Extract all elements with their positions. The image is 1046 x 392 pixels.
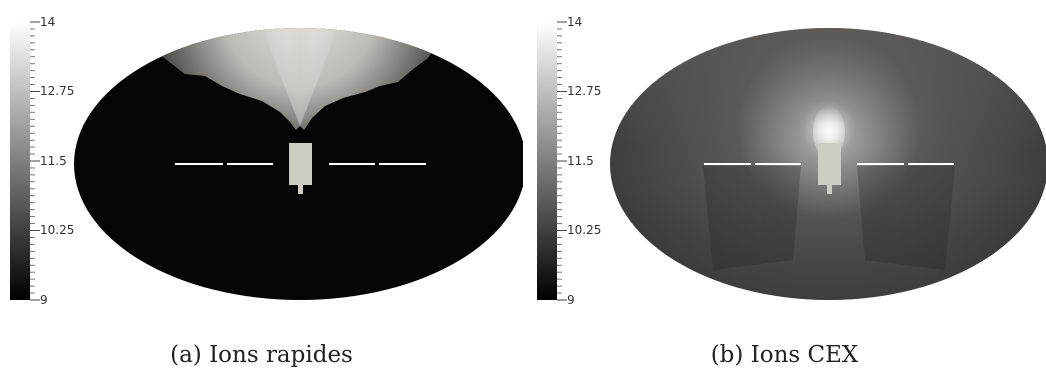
colorbar-tick-label: 14 xyxy=(567,15,582,29)
satellite-body xyxy=(289,143,312,185)
panel-ions-cex: 14 12.75 11.5 10.25 9 (b) Ions CEX xyxy=(523,0,1046,392)
satellite-body xyxy=(818,143,841,185)
panel-caption: (b) Ions CEX xyxy=(710,342,859,368)
colorbar-tick-label: 12.75 xyxy=(40,84,74,98)
colorbar-minor-ticks xyxy=(30,21,35,301)
thruster xyxy=(298,185,303,194)
colorbar xyxy=(10,22,30,300)
satellite-model xyxy=(175,143,426,194)
colorbar-tick-label: 10.25 xyxy=(40,223,74,237)
colorbar-tick-label: 9 xyxy=(567,293,575,307)
colorbar-tick-label: 9 xyxy=(40,293,48,307)
density-map-cex: 14 12.75 11.5 10.25 9 xyxy=(537,15,1046,307)
panel-caption: (a) Ions rapides xyxy=(170,342,353,368)
colorbar xyxy=(537,22,557,300)
panel-ions-rapides: 14 12.75 11.5 10.25 9 (a) Ions rapides xyxy=(10,15,523,368)
colorbar-major-ticks xyxy=(30,21,40,301)
colorbar-tick-label: 12.75 xyxy=(567,84,601,98)
satellite-model xyxy=(704,143,954,194)
colorbar-tick-label: 14 xyxy=(40,15,55,29)
colorbar-tick-label: 10.25 xyxy=(567,223,601,237)
colorbar-tick-label: 11.5 xyxy=(40,154,67,168)
thruster xyxy=(827,185,832,194)
colorbar-tick-label: 11.5 xyxy=(567,154,594,168)
density-map-rapides: 14 12.75 11.5 10.25 9 xyxy=(10,15,523,307)
colorbar-major-ticks xyxy=(557,21,567,301)
